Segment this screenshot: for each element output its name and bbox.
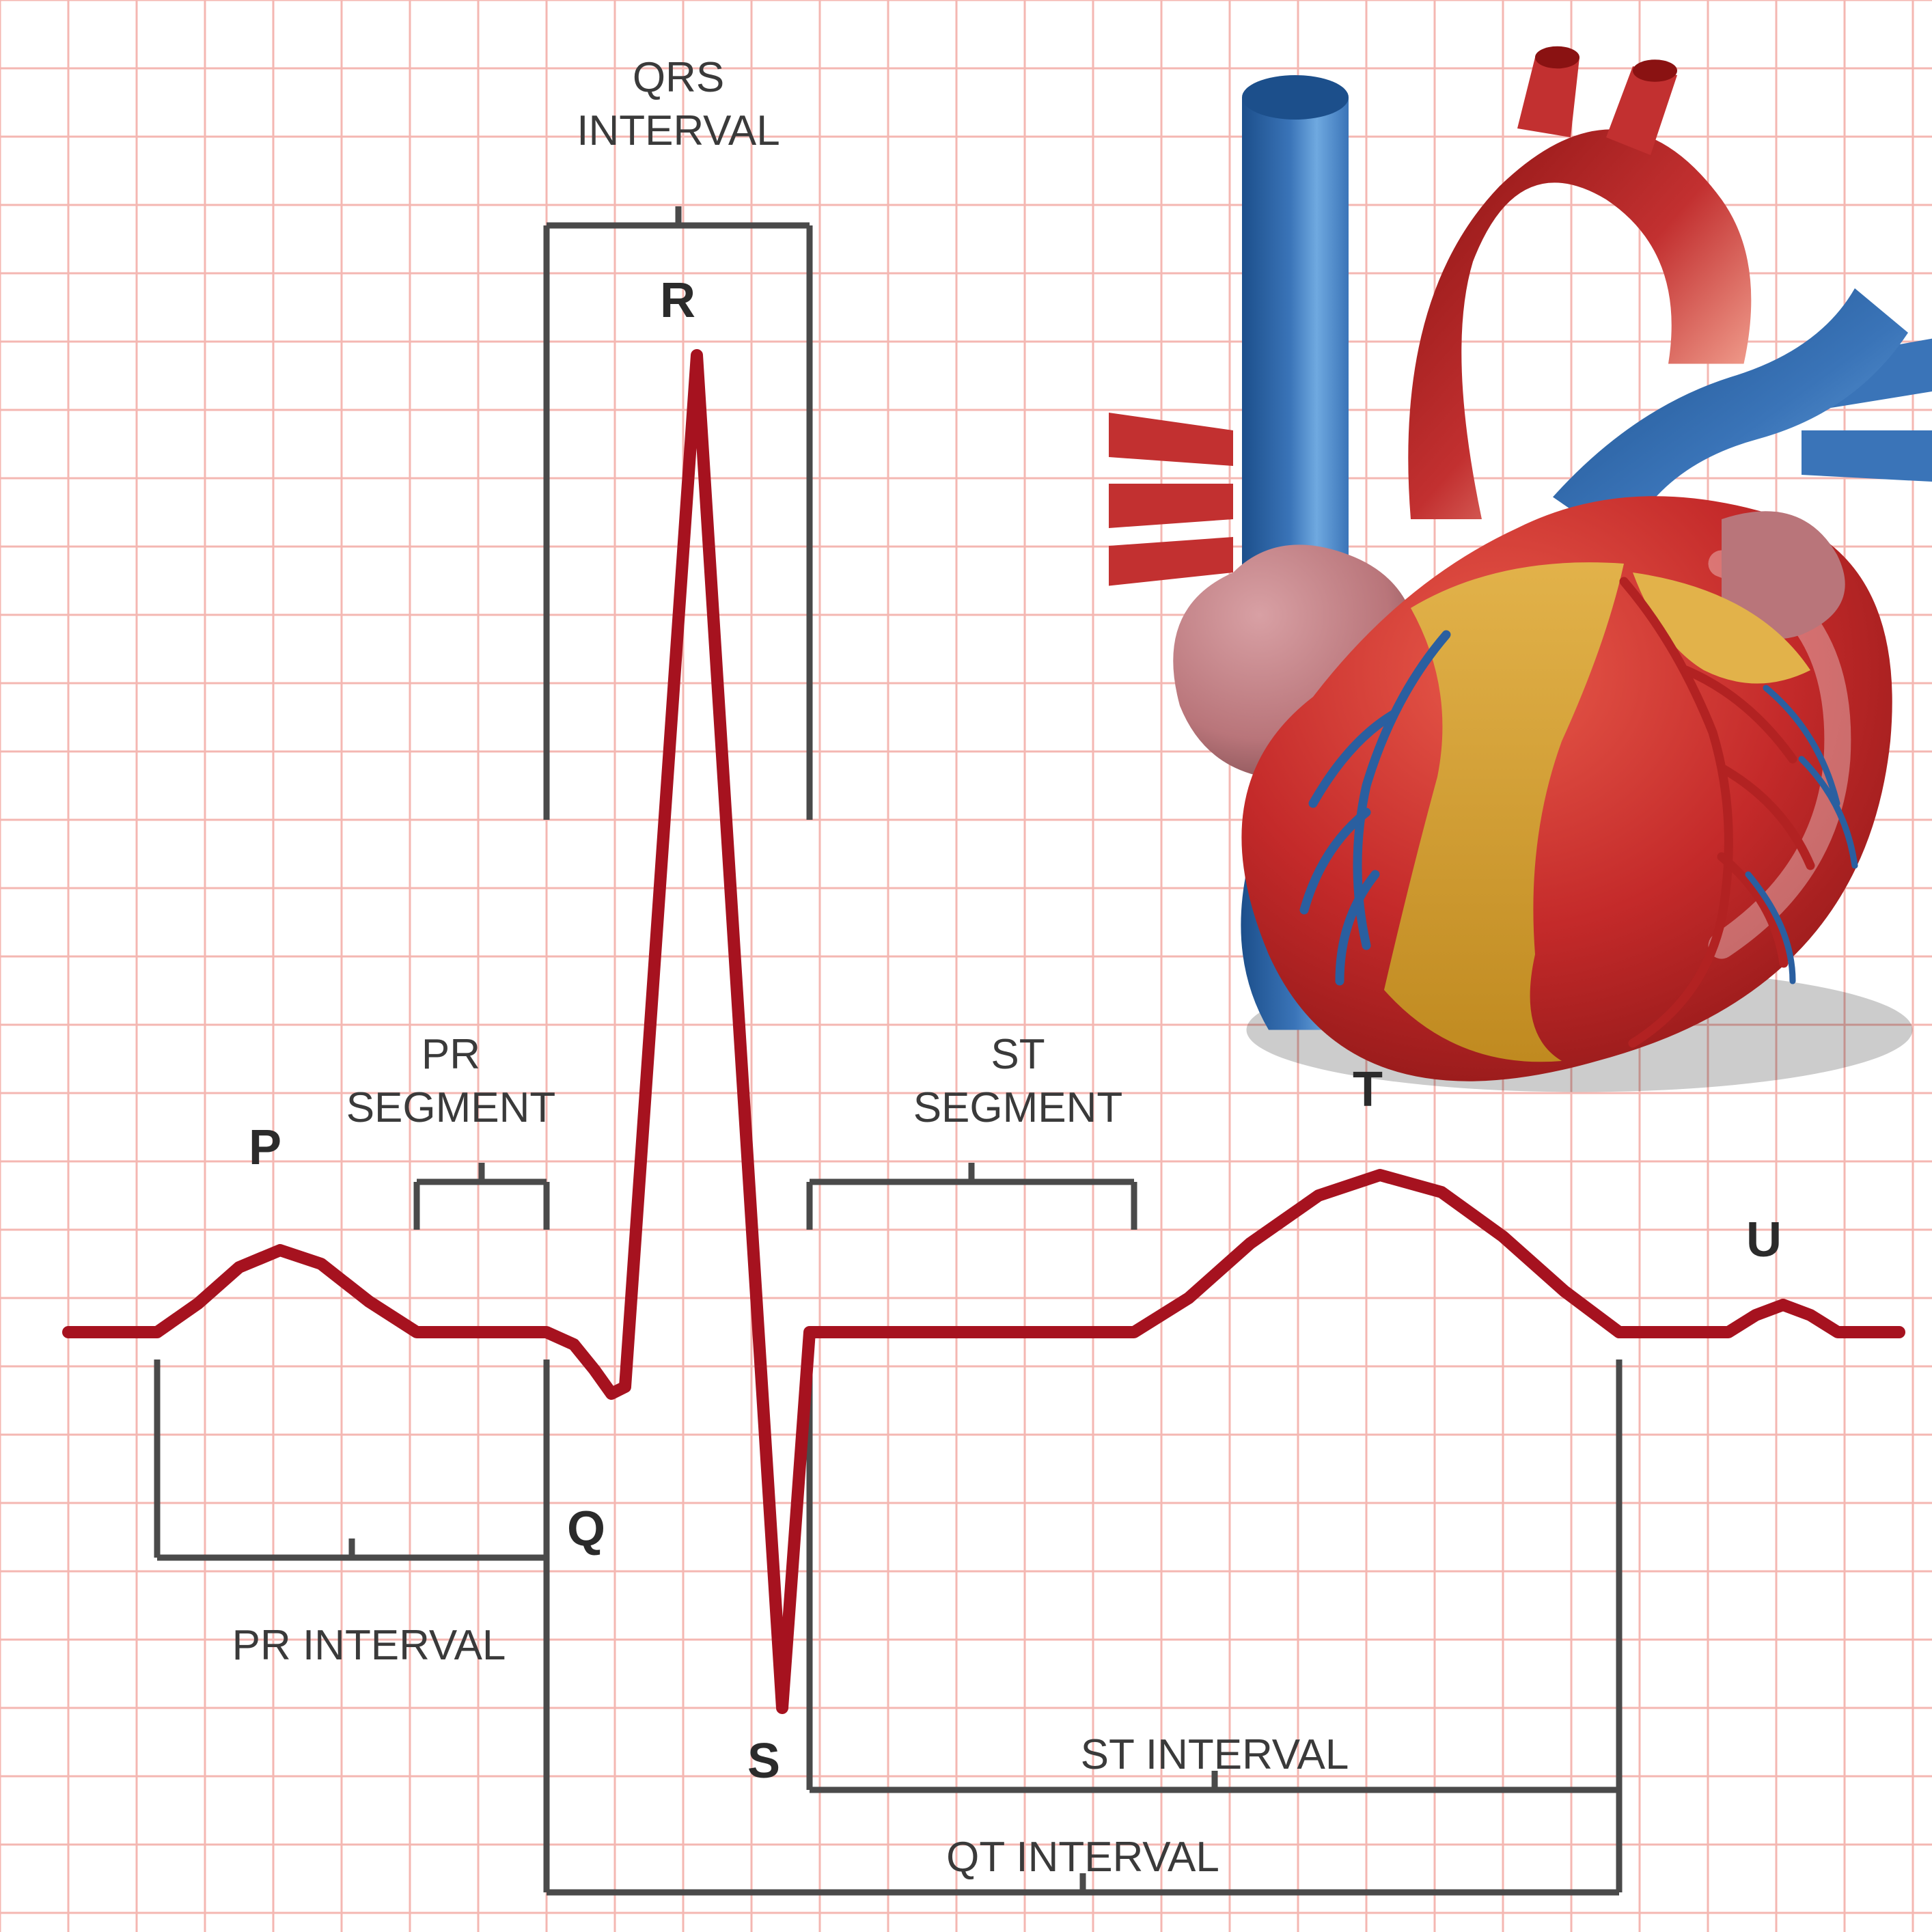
wave-label-P: P (249, 1120, 281, 1176)
wave-label-T: T (1353, 1062, 1383, 1118)
pr-segment-label-line: SEGMENT (346, 1081, 556, 1135)
st-segment-label: STSEGMENT (913, 1028, 1123, 1135)
wave-label-Q: Q (567, 1501, 605, 1557)
qt-interval-label: QT INTERVAL (946, 1831, 1219, 1884)
qrs-interval-label: QRSINTERVAL (577, 51, 779, 158)
st-interval-label: ST INTERVAL (1081, 1728, 1349, 1782)
wave-label-S: S (747, 1733, 780, 1789)
st-segment-label-line: ST (913, 1028, 1123, 1081)
pr-interval-label: PR INTERVAL (232, 1619, 506, 1672)
ecg-diagram: PRQSTUQRSINTERVALPRSEGMENTSTSEGMENTPR IN… (0, 0, 1932, 1932)
st-segment-label-line: SEGMENT (913, 1081, 1123, 1135)
pr-segment-label: PRSEGMENT (346, 1028, 556, 1135)
wave-label-R: R (660, 273, 695, 329)
qrs-interval-label-line: INTERVAL (577, 105, 779, 158)
pr-segment-label-line: PR (346, 1028, 556, 1081)
wave-label-U: U (1746, 1212, 1782, 1268)
qrs-interval-label-line: QRS (577, 51, 779, 105)
qt-interval-label-line: QT INTERVAL (946, 1831, 1219, 1884)
st-interval-label-line: ST INTERVAL (1081, 1728, 1349, 1782)
pr-interval-label-line: PR INTERVAL (232, 1619, 506, 1672)
